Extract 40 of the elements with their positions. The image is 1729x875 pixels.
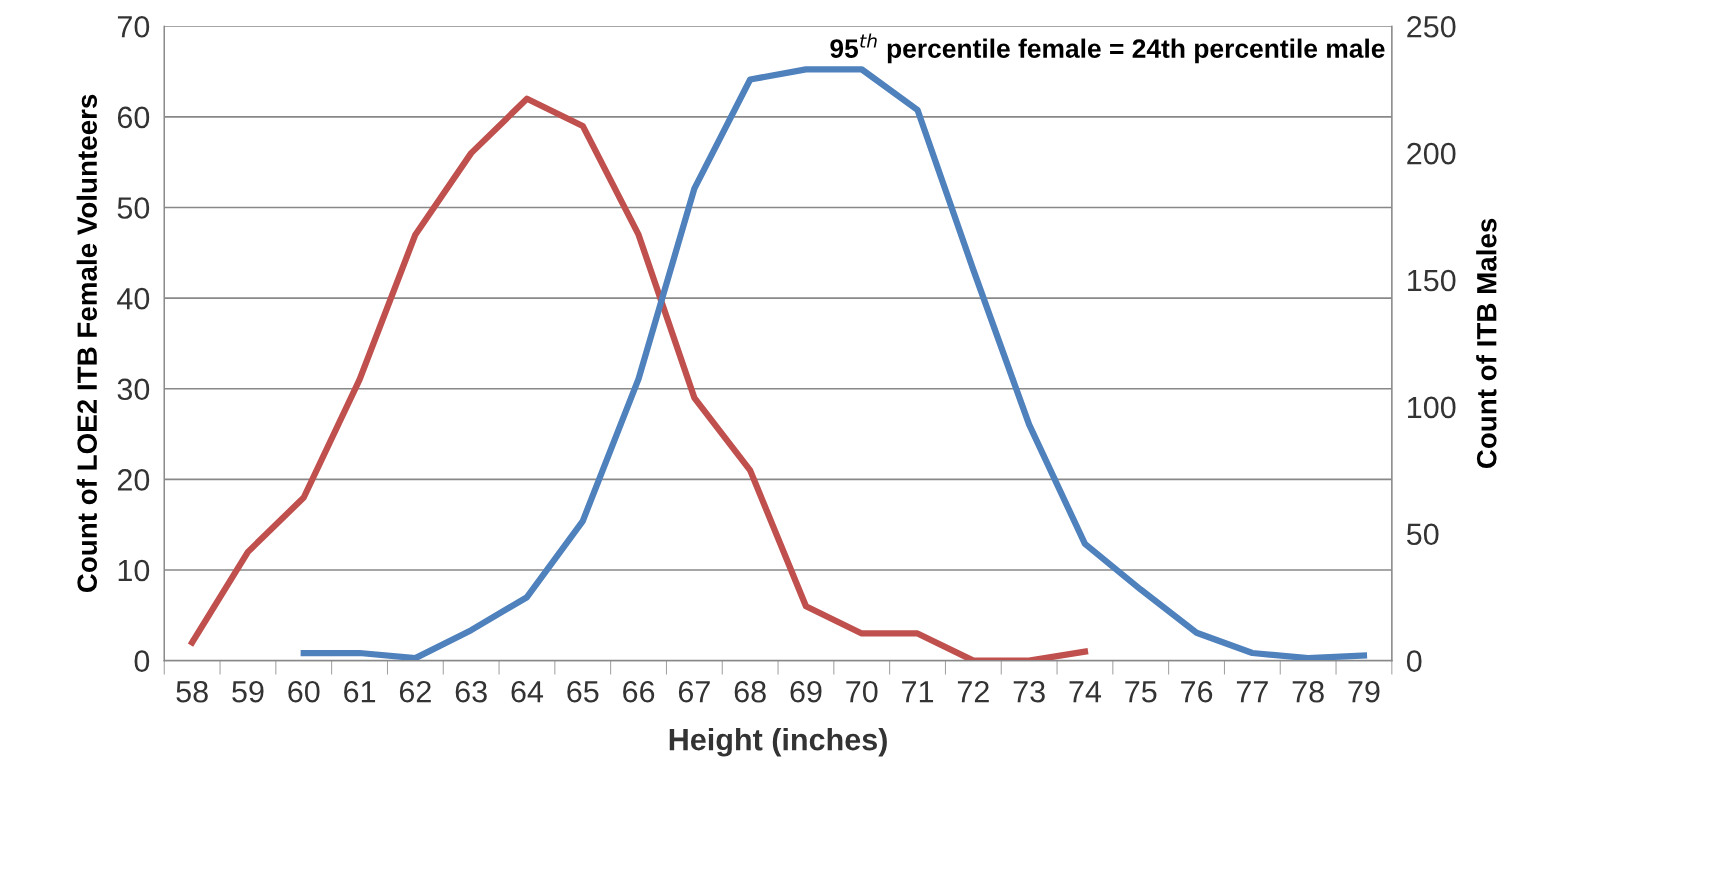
y2-tick-label: 0 [1406, 650, 1422, 672]
y2-tick-label: 200 [1407, 142, 1456, 165]
y-tick-label: 70 [117, 15, 150, 38]
x-tick-label: 70 [846, 680, 878, 703]
y-tick-label: 30 [117, 378, 150, 401]
x-tick-label: 77 [1236, 681, 1268, 703]
y-tick-label: 50 [117, 197, 150, 219]
x-tick-label: 71 [902, 681, 934, 703]
y-tick-label: 60 [117, 106, 150, 129]
x-tick-label: 65 [567, 680, 599, 703]
x-axis-title: Height (inches) [669, 728, 887, 757]
y-tick-label: 40 [117, 287, 150, 310]
x-tick-label: 60 [288, 680, 320, 703]
x-tick-label: 67 [678, 680, 710, 703]
x-tick-label: 79 [1348, 680, 1380, 703]
x-tick-label: 58 [176, 680, 208, 703]
x-tick-label: 63 [455, 680, 487, 703]
x-tick-label: 74 [1069, 681, 1102, 703]
y-tick-label: 10 [118, 559, 150, 582]
y2-axis-title: Count of ITB Males [1476, 218, 1497, 469]
y2-tick-label: 50 [1406, 523, 1439, 546]
x-tick-label: 78 [1292, 680, 1324, 703]
x-tick-label: 76 [1181, 680, 1213, 703]
x-tick-label: 59 [232, 680, 264, 703]
y2-tick-label: 250 [1407, 15, 1456, 38]
x-tick-label: 75 [1125, 681, 1157, 703]
x-tick-label: 64 [511, 680, 544, 703]
x-tick-label: 61 [344, 680, 376, 703]
x-tick-label: 69 [790, 680, 822, 703]
y2-tick-label: 100 [1408, 396, 1456, 419]
x-tick-label: 73 [1013, 680, 1045, 703]
x-tick-label: 72 [957, 680, 989, 703]
annotation: 95$^{th}$ percentile female = 24th percentile male [830, 33, 1385, 64]
y-axis-title: Count of LOE2 ITB Female Volunteers [76, 94, 97, 593]
x-tick-label: 66 [623, 680, 655, 703]
x-tick-label: 68 [734, 680, 766, 703]
y-tick-label: 20 [117, 469, 150, 491]
y-tick-label: 0 [134, 650, 150, 672]
x-tick-label: 62 [399, 680, 431, 703]
y2-tick-label: 150 [1408, 269, 1456, 292]
